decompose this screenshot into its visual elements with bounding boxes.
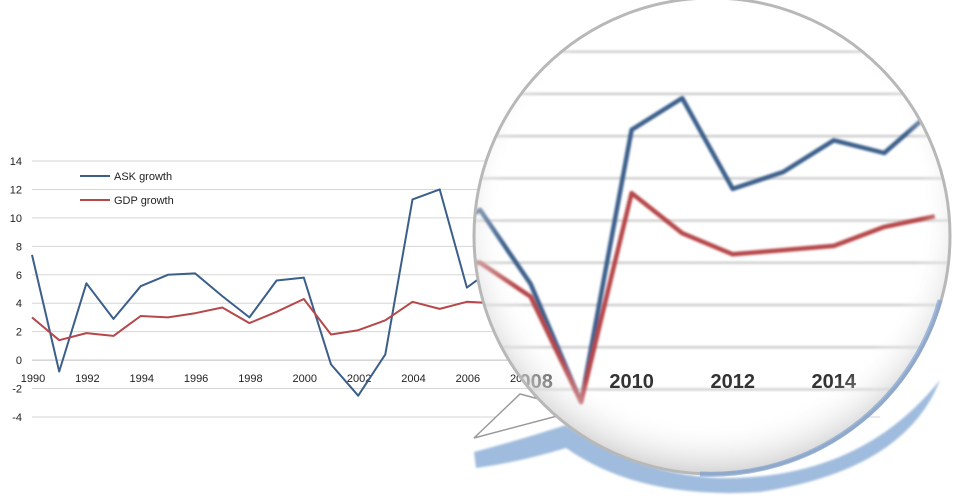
x-tick-label: 1990: [21, 373, 45, 385]
y-tick-label: 12: [10, 184, 22, 196]
y-tick-label: 0: [16, 355, 22, 367]
series-line-gdp-growth: [31, 298, 495, 342]
y-tick-label: -2: [12, 384, 22, 396]
main-x-axis: 1990199219941996199820002002200420062008: [21, 373, 535, 385]
x-tick-label: 1992: [75, 373, 99, 385]
y-tick-label: 8: [16, 241, 22, 253]
y-tick-label: 10: [10, 213, 22, 225]
magnifier-shadow: [474, 380, 940, 494]
legend-label: GDP growth: [114, 195, 174, 207]
y-tick-label: 6: [16, 270, 22, 282]
series-line-ask-growth: [31, 188, 495, 397]
x-tick-label: 2004: [401, 373, 425, 385]
y-tick-label: -4: [12, 412, 22, 424]
y-tick-label: 2: [16, 327, 22, 339]
x-tick-label: 1998: [238, 373, 262, 385]
main-chart: 14 12 10 8 6 4 2 0 -2 -4 1990 1992 1994 1996 1998 2000…: [10, 156, 880, 424]
x-tick-label: 1996: [184, 373, 208, 385]
main-series-lines: [31, 188, 495, 397]
x-tick-label: 1994: [129, 373, 153, 385]
magnifier-inset: 20082010201220142016: [472, 0, 952, 477]
legend: ASK growth GDP growth: [80, 171, 174, 207]
x-tick-label: 2006: [456, 373, 480, 385]
x-tick-label: 2000: [293, 373, 317, 385]
main-y-axis: 14 12 10 8 6 4 2 0 -2 -4: [10, 156, 22, 424]
legend-label: ASK growth: [114, 171, 172, 183]
x-tick-label: 2002: [347, 373, 371, 385]
y-tick-label: 4: [16, 298, 22, 310]
y-tick-label: 14: [10, 156, 22, 168]
